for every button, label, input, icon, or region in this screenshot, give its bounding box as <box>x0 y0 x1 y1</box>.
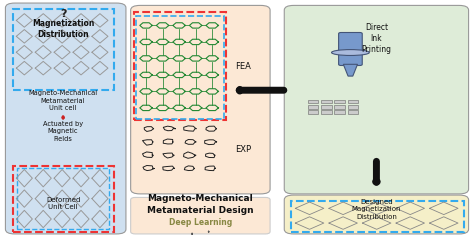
Bar <box>321 105 331 109</box>
Text: EXP: EXP <box>236 145 252 154</box>
FancyBboxPatch shape <box>338 32 362 65</box>
Text: FEA: FEA <box>236 62 252 71</box>
Ellipse shape <box>331 50 369 55</box>
Bar <box>137 16 224 118</box>
Text: Magnetization
Distribution: Magnetization Distribution <box>32 19 94 39</box>
Text: Designed
Magnetization
Distribution: Designed Magnetization Distribution <box>352 199 401 220</box>
FancyBboxPatch shape <box>5 3 126 234</box>
Bar <box>17 168 109 229</box>
Text: Deep Learning: Deep Learning <box>169 218 232 227</box>
Bar <box>134 13 226 120</box>
Text: ?: ? <box>60 9 66 19</box>
Bar <box>334 105 345 109</box>
Bar <box>334 100 345 103</box>
Bar <box>308 100 318 103</box>
FancyBboxPatch shape <box>131 197 270 234</box>
Text: Magneto-Mechanical
Metamaterial
Unit cell: Magneto-Mechanical Metamaterial Unit cel… <box>28 90 98 111</box>
FancyBboxPatch shape <box>284 195 469 234</box>
Text: Magneto-Mechanical
Metamaterial Design: Magneto-Mechanical Metamaterial Design <box>147 194 254 214</box>
Bar <box>347 100 358 103</box>
Bar <box>321 100 331 103</box>
Text: Actuated by
Magnetic
Fields: Actuated by Magnetic Fields <box>43 121 83 142</box>
Bar <box>321 110 331 114</box>
FancyBboxPatch shape <box>284 5 469 194</box>
Polygon shape <box>343 64 357 76</box>
Bar <box>347 105 358 109</box>
FancyBboxPatch shape <box>131 5 270 194</box>
Bar <box>292 201 464 232</box>
Bar <box>12 166 114 232</box>
Text: Deformed
Unit Cell: Deformed Unit Cell <box>46 196 80 210</box>
Bar <box>308 105 318 109</box>
Text: Direct
Ink
Printing: Direct Ink Printing <box>361 23 392 54</box>
Bar <box>347 110 358 114</box>
Bar <box>334 110 345 114</box>
Bar <box>308 110 318 114</box>
Bar <box>12 9 114 90</box>
